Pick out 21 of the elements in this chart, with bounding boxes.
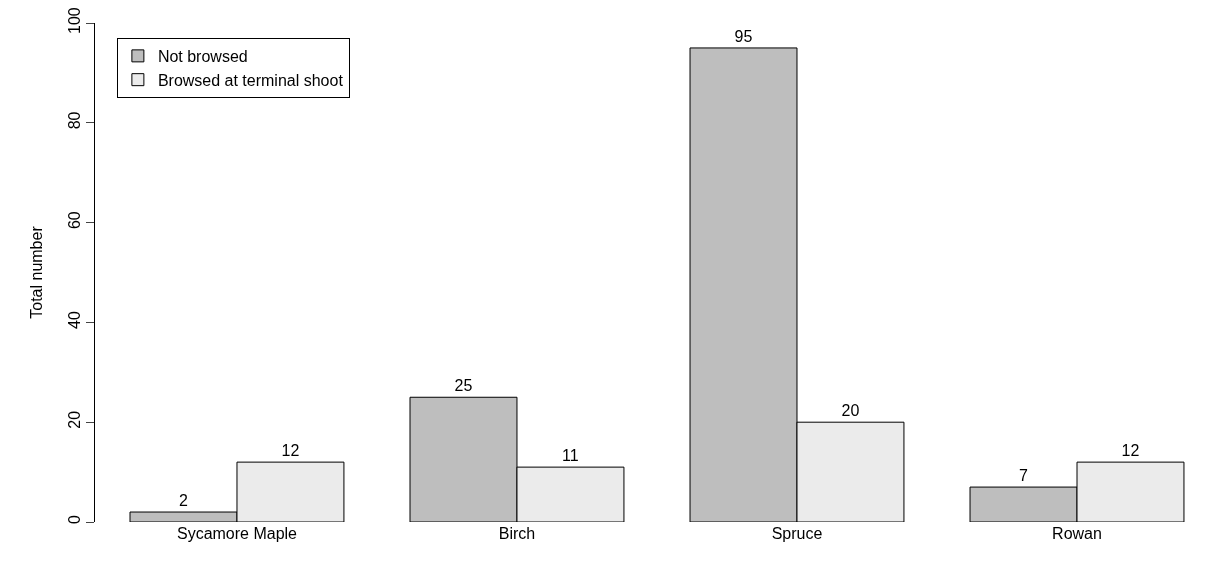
legend-label: Browsed at terminal shoot bbox=[157, 71, 344, 89]
data-label: 12 bbox=[281, 442, 300, 460]
data-label: 20 bbox=[841, 402, 860, 420]
data-label: 2 bbox=[178, 492, 188, 510]
data-label: 11 bbox=[562, 447, 579, 465]
x-tick-label: Sycamore Maple bbox=[176, 525, 298, 542]
legend-label: Not browsed bbox=[157, 48, 248, 66]
data-label: 25 bbox=[454, 377, 473, 395]
y-tick-label: 80 bbox=[65, 111, 83, 130]
y-tick-label: 60 bbox=[65, 211, 83, 230]
x-tick-label: Birch bbox=[498, 525, 536, 542]
data-label: 7 bbox=[1019, 467, 1029, 485]
x-tick-label: Spruce bbox=[771, 525, 823, 542]
data-label: 95 bbox=[734, 27, 753, 45]
y-tick-label: 40 bbox=[65, 311, 83, 329]
data-label: 12 bbox=[1121, 442, 1140, 460]
y-tick-label: 0 bbox=[65, 515, 83, 525]
y-tick-label: 100 bbox=[65, 7, 83, 34]
y-axis-title: Total number bbox=[28, 225, 46, 319]
x-tick-label: Rowan bbox=[1052, 525, 1102, 542]
y-tick-label: 20 bbox=[65, 410, 83, 429]
